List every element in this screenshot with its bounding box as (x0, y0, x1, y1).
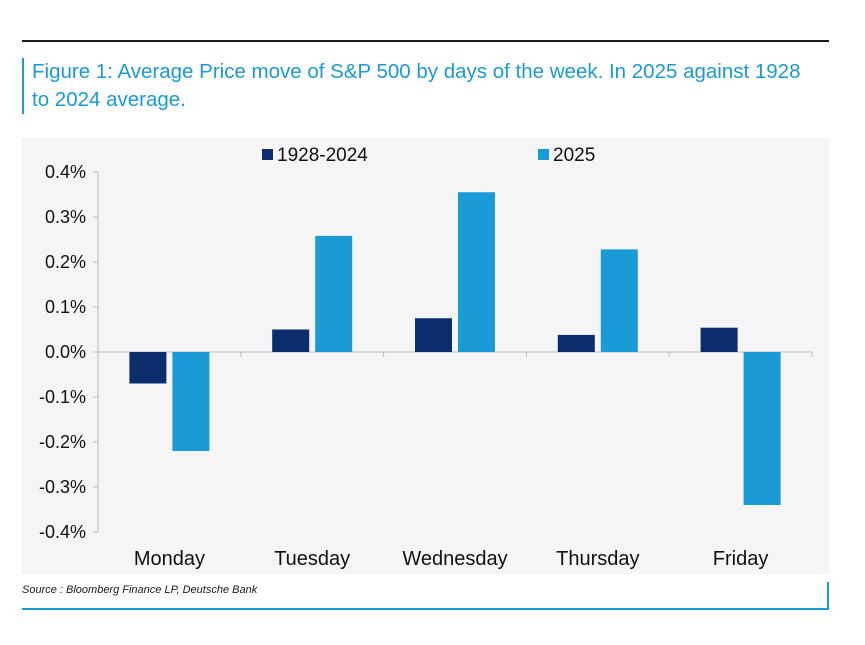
legend-label: 1928-2024 (277, 145, 368, 166)
legend-label: 2025 (553, 145, 595, 166)
bottom-rule (22, 608, 829, 610)
top-rule (22, 40, 829, 42)
bar-wednesday-2025 (458, 192, 495, 352)
bar-thursday-2025 (600, 249, 638, 352)
y-tick-label: 0.3% (45, 207, 86, 227)
x-category-label: Wednesday (402, 548, 507, 570)
bottom-corner-tick (827, 582, 829, 610)
bar-friday-2025 (743, 352, 781, 505)
legend-swatch-historical (262, 149, 273, 160)
chart-area: 0.4% 0.3% 0.2% 0.1% 0.0% -0.1% -0.2% -0.3% -0.4%… (22, 138, 829, 574)
y-tick-label: -0.1% (39, 387, 86, 407)
y-tick-label: 0.2% (45, 252, 86, 272)
bar-tuesday-historical (272, 329, 310, 352)
y-tick-label: -0.3% (39, 477, 86, 497)
legend-swatch-2025 (538, 149, 549, 160)
bar-monday-historical (129, 352, 167, 384)
y-tick-label: -0.4% (39, 522, 86, 542)
bar-thursday-historical (557, 334, 595, 352)
source-note: Source : Bloomberg Finance LP, Deutsche … (22, 584, 258, 596)
bar-monday-2025 (172, 352, 210, 451)
x-category-label: Monday (134, 548, 205, 570)
title-box: Figure 1: Average Price move of S&P 500 … (22, 58, 822, 114)
bar-friday-historical (700, 327, 738, 352)
y-tick-label: 0.0% (45, 342, 86, 362)
figure-title: Figure 1: Average Price move of S&P 500 … (32, 60, 801, 111)
y-tick-label: 0.4% (45, 162, 86, 182)
x-category-label: Tuesday (274, 548, 350, 570)
bar-chart: 0.4% 0.3% 0.2% 0.1% 0.0% -0.1% -0.2% -0.3% -0.4%… (39, 145, 813, 570)
bar-wednesday-historical (415, 318, 452, 352)
bar-tuesday-2025 (315, 235, 353, 352)
y-tick-label: 0.1% (45, 297, 86, 317)
x-category-label: Thursday (556, 548, 639, 570)
y-tick-label: -0.2% (39, 432, 86, 452)
x-category-label: Friday (713, 548, 769, 570)
